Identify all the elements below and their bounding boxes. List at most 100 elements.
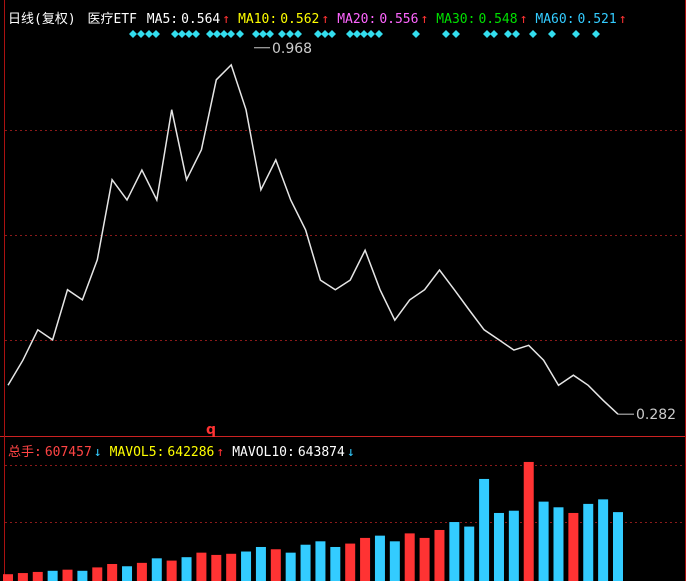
price-line <box>7 63 619 415</box>
signal-diamond <box>171 30 179 38</box>
signal-diamond <box>504 30 512 38</box>
signal-diamond <box>548 30 556 38</box>
signal-diamond <box>529 30 537 38</box>
signal-diamond <box>490 30 498 38</box>
signal-diamond <box>259 30 267 38</box>
volume-bar <box>255 546 266 581</box>
volume-bar <box>196 552 207 581</box>
indicator-label: MA20: <box>337 12 377 27</box>
volume-bar <box>330 546 341 581</box>
signal-diamond <box>278 30 286 38</box>
volume-bar <box>300 544 311 581</box>
signal-diamond <box>145 30 153 38</box>
volume-bar <box>523 461 534 581</box>
indicator-arrow: ↑ <box>420 12 429 27</box>
indicator-value: 643874 <box>297 445 345 460</box>
volume-bar <box>77 570 88 581</box>
high-label: 0.968 <box>272 41 312 57</box>
signal-diamond <box>137 30 145 38</box>
volume-bar <box>151 558 162 581</box>
signal-diamond <box>185 30 193 38</box>
volume-bar <box>92 567 103 581</box>
signal-diamond <box>227 30 235 38</box>
volume-bar <box>166 560 177 581</box>
signal-diamond <box>442 30 450 38</box>
indicator-label: MA5: <box>146 12 179 27</box>
indicator-arrow: ↑ <box>618 12 627 27</box>
signal-diamond <box>452 30 460 38</box>
indicator-value: 607457 <box>44 445 92 460</box>
indicator-arrow: ↑ <box>519 12 528 27</box>
header: 日线(复权) 医疗ETF MA5: 0.564 ↑ MA10: 0.562 ↑ MA20: 0… <box>8 8 635 27</box>
indicator-label: 总手: <box>8 445 42 460</box>
indicator-arrow: ↑ <box>216 445 225 460</box>
volume-bar <box>122 566 133 581</box>
volume-bar <box>226 553 237 581</box>
signal-diamond <box>572 30 580 38</box>
volume-bar <box>419 537 430 581</box>
signal-diamond <box>314 30 322 38</box>
volume-bar <box>3 574 13 581</box>
volume-bar <box>17 573 28 581</box>
indicator-label: MA30: <box>436 12 476 27</box>
indicator-value: 0.521 <box>577 12 617 27</box>
volume-bar <box>32 571 43 581</box>
volume-bar <box>434 529 445 581</box>
signal-diamond <box>206 30 214 38</box>
volume-bar <box>598 499 609 581</box>
indicator-value: 0.564 <box>181 12 221 27</box>
volume-bar <box>270 549 281 581</box>
signal-diamond <box>236 30 244 38</box>
volume-bar <box>241 551 252 581</box>
signal-diamond <box>346 30 354 38</box>
signal-diamond <box>213 30 221 38</box>
volume-bar <box>360 537 371 581</box>
signal-diamond <box>483 30 491 38</box>
volume-bar <box>181 557 192 581</box>
indicator-label: MA60: <box>535 12 575 27</box>
signal-diamond <box>286 30 294 38</box>
volume-bar <box>553 507 564 581</box>
signal-diamond <box>192 30 200 38</box>
volume-bar <box>464 526 475 581</box>
signal-diamond <box>360 30 368 38</box>
volume-bar <box>47 570 58 581</box>
signal-diamond <box>252 30 260 38</box>
chart-title: 日线(复权) <box>8 12 76 27</box>
indicator-value: 0.548 <box>478 12 518 27</box>
signal-diamond <box>592 30 600 38</box>
volume-bar <box>613 512 623 581</box>
signal-diamond <box>512 30 520 38</box>
indicator-label: MAVOL5: <box>109 445 165 460</box>
volume-bar <box>538 501 549 581</box>
marker: q <box>206 422 216 438</box>
signal-diamond <box>220 30 228 38</box>
security-name: 医疗ETF <box>87 12 137 27</box>
volume-bar <box>508 510 519 581</box>
signal-diamond <box>129 30 137 38</box>
signal-diamond <box>152 30 160 38</box>
volume-bar <box>62 569 73 581</box>
volume-bar <box>479 478 490 581</box>
indicator-value: 0.562 <box>280 12 320 27</box>
volume-bar <box>389 541 400 581</box>
signal-diamond <box>178 30 186 38</box>
indicator-value: 0.556 <box>379 12 419 27</box>
volume-bar <box>404 533 415 581</box>
signal-diamond <box>412 30 420 38</box>
low-label: 0.282 <box>636 407 676 423</box>
indicator-arrow: ↑ <box>222 12 231 27</box>
signal-diamond <box>321 30 329 38</box>
signal-diamond <box>375 30 383 38</box>
signal-diamond <box>367 30 375 38</box>
indicator-label: MA10: <box>238 12 278 27</box>
volume-bar <box>315 541 326 581</box>
volume-header: 总手: 607457 ↓ MAVOL5: 642286 ↑ MAVOL10: 643874 ↓ <box>8 441 363 460</box>
volume-bar <box>285 552 296 581</box>
signal-diamond <box>328 30 336 38</box>
indicator-arrow: ↑ <box>321 12 330 27</box>
volume-bar <box>583 503 594 581</box>
volume-bar <box>374 535 385 581</box>
